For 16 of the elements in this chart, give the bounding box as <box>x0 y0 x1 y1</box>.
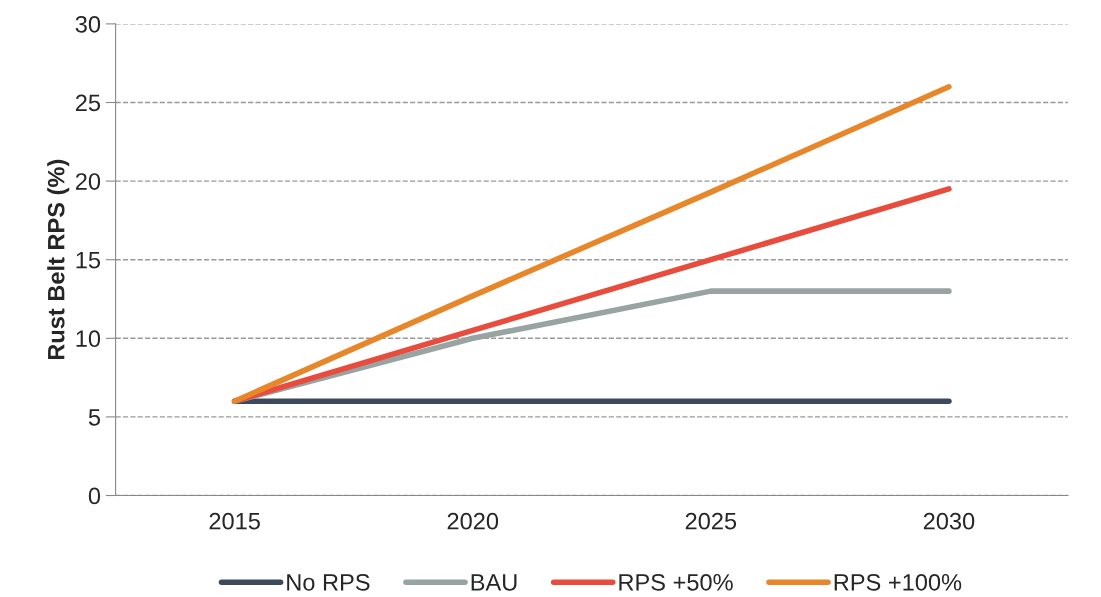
x-tick-label: 2025 <box>685 512 737 530</box>
x-tick-label: 2020 <box>447 512 499 530</box>
legend-label: RPS +100% <box>834 573 962 591</box>
legend-label: No RPS <box>287 573 370 591</box>
legend-label: BAU <box>471 574 517 591</box>
x-tick-label: 2030 <box>923 512 975 530</box>
y-tick-label: 25 <box>75 94 101 112</box>
y-tick-label: 15 <box>76 252 101 269</box>
y-tick-label: 0 <box>88 487 101 505</box>
y-tick-label: 30 <box>75 15 101 33</box>
y-axis-title: Rust Belt RPS (%) <box>47 159 70 360</box>
legend-label: RPS +50% <box>619 573 733 591</box>
y-tick-label: 5 <box>88 409 101 426</box>
x-tick-label: 2015 <box>209 512 260 530</box>
y-tick-label: 10 <box>76 330 101 348</box>
y-tick-label: 20 <box>75 173 101 190</box>
